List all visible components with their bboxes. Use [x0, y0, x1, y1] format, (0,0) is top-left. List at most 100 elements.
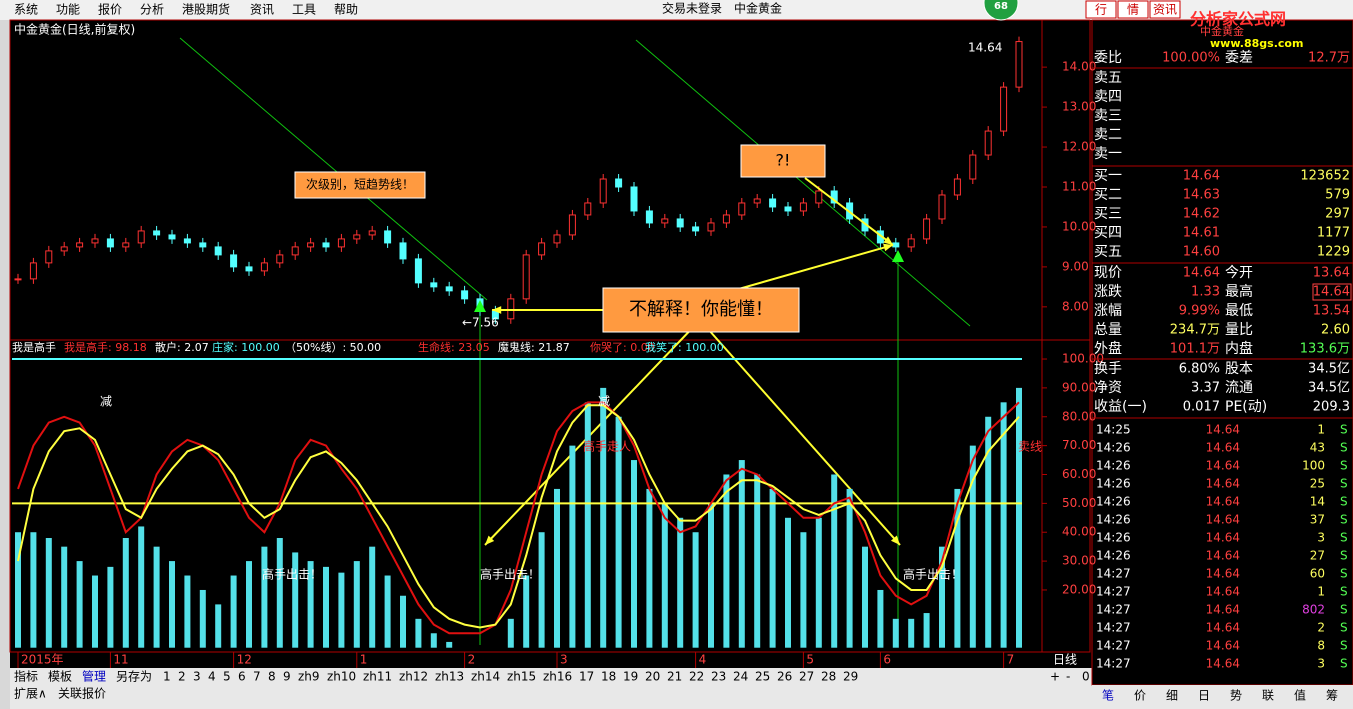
label: 买三 [1094, 206, 1122, 222]
tick-time: 14:26 [1096, 531, 1131, 545]
menu-item[interactable]: 资讯 [250, 3, 274, 17]
quote-tab[interactable]: 日 [1198, 689, 1210, 703]
tab[interactable]: 模板 [48, 670, 72, 684]
tab[interactable]: 24 [733, 670, 748, 684]
quote-tab[interactable]: 筹 [1326, 689, 1338, 703]
label: 委差 [1225, 50, 1253, 66]
tab[interactable]: 1 [163, 670, 171, 684]
tab[interactable]: 22 [689, 670, 704, 684]
tick-side: S [1340, 477, 1348, 491]
tab[interactable]: 9 [283, 670, 291, 684]
tab[interactable]: zh11 [363, 670, 392, 684]
logo: 分析家公式网 [1190, 10, 1286, 29]
tab[interactable]: 23 [711, 670, 726, 684]
label: 卖四 [1094, 89, 1122, 105]
menu-item[interactable]: 功能 [56, 3, 80, 17]
tab[interactable]: 5 [223, 670, 231, 684]
y-tick-label: 60.00 [1062, 467, 1096, 481]
menu-item[interactable]: 工具 [292, 3, 316, 17]
tab[interactable]: 26 [777, 670, 792, 684]
control[interactable]: - [1066, 670, 1070, 684]
tab[interactable]: 28 [821, 670, 836, 684]
tab[interactable]: zh15 [507, 670, 536, 684]
tab[interactable]: 17 [579, 670, 594, 684]
tick-side: S [1340, 531, 1348, 545]
candle [938, 194, 946, 220]
tab[interactable]: 7 [253, 670, 261, 684]
quote-tab[interactable]: 笔 [1102, 688, 1114, 703]
tab[interactable]: 3 [193, 670, 201, 684]
label: 卖三 [1094, 108, 1122, 124]
button-label[interactable]: 行 [1095, 3, 1107, 17]
quote-tab[interactable]: 细 [1166, 689, 1178, 703]
value: 34.5亿 [1308, 362, 1350, 377]
indicator-bar [939, 546, 945, 648]
tab[interactable]: 20 [645, 670, 660, 684]
indicator-line [17, 401, 1020, 635]
candle [430, 282, 438, 288]
indicator-note: 高手出击！ [903, 567, 963, 582]
tab[interactable]: 19 [623, 670, 638, 684]
y-tick-label: 12.00 [1062, 140, 1096, 154]
tab[interactable]: zh16 [543, 670, 572, 684]
label: 卖一 [1094, 146, 1122, 162]
control[interactable]: + [1050, 670, 1060, 684]
tab[interactable]: 4 [208, 670, 216, 684]
candle [137, 230, 145, 244]
quote-tab[interactable]: 值 [1294, 688, 1306, 703]
tab[interactable]: 关联报价 [58, 686, 106, 701]
indicator-bar [831, 474, 838, 648]
candle [969, 154, 977, 180]
menu-item[interactable]: 港股期货 [182, 2, 230, 17]
indicator-bar [400, 595, 406, 648]
tab[interactable]: 指标 [14, 669, 38, 684]
candle [630, 186, 638, 212]
tick-side: S [1340, 495, 1348, 509]
indicator-bar [184, 575, 191, 648]
label: 委比 [1094, 50, 1122, 66]
quote-tab[interactable]: 价 [1134, 689, 1146, 703]
x-tick-label: 1 [360, 653, 368, 667]
tab[interactable]: 2 [178, 670, 186, 684]
candle [722, 214, 730, 224]
value: 14.64 [1183, 169, 1220, 184]
tab[interactable]: 29 [843, 670, 858, 684]
tab[interactable]: 25 [755, 670, 770, 684]
tab[interactable]: 6 [238, 670, 246, 684]
tab[interactable]: 扩展∧ [14, 687, 47, 701]
value: 14.64 [1313, 285, 1350, 300]
quote-tab[interactable]: 势 [1230, 689, 1242, 703]
tab[interactable]: 18 [601, 670, 616, 684]
value: 133.6万 [1300, 342, 1350, 357]
indicator-bar [92, 575, 98, 648]
menu-item[interactable]: 帮助 [334, 3, 358, 17]
menu-item[interactable]: 分析 [140, 3, 164, 17]
tab[interactable]: 27 [799, 670, 814, 684]
tab[interactable]: zh12 [399, 670, 428, 684]
tick-price: 14.64 [1206, 549, 1240, 563]
signal-arrow [474, 300, 486, 312]
tab[interactable]: zh14 [471, 670, 500, 684]
tick-time: 14:26 [1096, 495, 1131, 509]
indicator-bar [538, 532, 545, 648]
menu-item[interactable]: 系统 [14, 3, 38, 17]
value: 579 [1325, 188, 1350, 203]
quote-tab[interactable]: 联 [1262, 689, 1274, 703]
button-label[interactable]: 资讯 [1153, 3, 1177, 17]
button-label[interactable]: 情 [1127, 3, 1139, 17]
tab[interactable]: zh9 [298, 670, 320, 684]
tab[interactable]: 8 [268, 670, 276, 684]
tab[interactable]: 管理 [82, 669, 106, 684]
candle [91, 238, 99, 244]
tab[interactable]: zh13 [435, 670, 464, 684]
candle [507, 298, 515, 320]
tab[interactable]: 21 [667, 670, 682, 684]
tab[interactable]: zh10 [327, 670, 356, 684]
value: 14.63 [1183, 188, 1220, 203]
menu-item[interactable]: 报价 [98, 2, 122, 17]
tab[interactable]: 另存为 [116, 670, 152, 684]
candle [769, 198, 777, 208]
arrow-head [492, 306, 502, 314]
control[interactable]: 0 [1082, 670, 1090, 684]
indicator-header: 魔鬼线: 21.87 [498, 340, 570, 354]
